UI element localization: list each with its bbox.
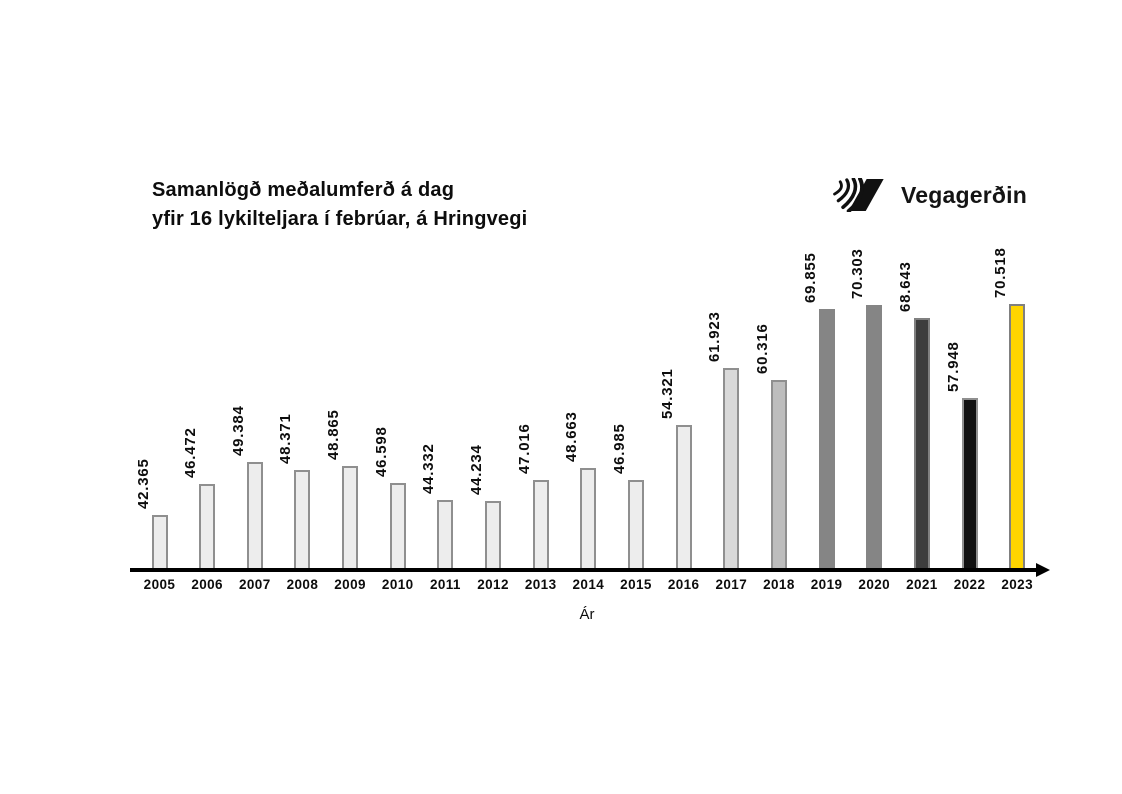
bar-value-label-2019: 69.855: [801, 252, 819, 303]
x-tick-label-2018: 2018: [763, 577, 795, 592]
bar-value-label-2013: 47.016: [515, 423, 533, 474]
x-tick-label-2013: 2013: [524, 577, 557, 592]
x-axis-line: [130, 568, 1038, 572]
x-axis-arrow-icon: [1036, 563, 1050, 577]
bar-2006: [199, 484, 216, 570]
bar-value-label-2020: 70.303: [849, 248, 867, 299]
x-tick-label-2007: 2007: [238, 577, 271, 592]
bar-value-label-2014: 48.663: [563, 411, 581, 462]
vegagerdin-logo: Vegagerðin: [830, 178, 1027, 212]
x-tick-label-2011: 2011: [429, 577, 461, 592]
bar-2020: [866, 305, 883, 570]
bar-value-label-2015: 46.985: [611, 423, 628, 474]
bar-2021: [913, 318, 930, 570]
bar-2005: [151, 515, 168, 570]
vegagerdin-logo-icon: [833, 178, 884, 212]
x-tick-label-2005: 2005: [143, 577, 176, 592]
x-tick-label-2008: 2008: [286, 577, 319, 592]
bar-value-label-2017: 61.923: [706, 311, 724, 362]
x-tick-label-2006: 2006: [191, 577, 223, 592]
bar-2016: [675, 425, 692, 570]
x-tick-label-2015: 2015: [620, 577, 652, 592]
bar-2015: [628, 480, 644, 570]
chart-title: Samanlögð meðalumferð á dag yfir 16 lyki…: [152, 176, 527, 234]
bar-value-label-2009: 48.865: [325, 409, 343, 460]
chart-title-line2: yfir 16 lykilteljara í febrúar, á Hringv…: [152, 208, 528, 230]
bar-2019: [818, 309, 835, 570]
bar-2014: [580, 468, 597, 570]
bar-value-label-2010: 46.598: [372, 426, 390, 477]
x-tick-label-2023: 2023: [1001, 577, 1033, 592]
bar-value-label-2022: 57.948: [944, 341, 962, 392]
bar-value-label-2018: 60.316: [753, 323, 771, 374]
bar-value-label-2008: 48.371: [277, 413, 295, 464]
x-tick-label-2020: 2020: [858, 577, 891, 592]
x-axis-label: Ár: [579, 606, 595, 623]
x-tick-label-2019: 2019: [810, 577, 843, 592]
bar-2023: [1009, 304, 1026, 570]
bar-value-label-2012: 44.234: [468, 444, 486, 495]
bar-value-label-2023: 70.518: [992, 247, 1010, 298]
bar-value-label-2016: 54.321: [658, 368, 676, 419]
x-tick-label-2017: 2017: [715, 577, 748, 592]
x-tick-label-2010: 2010: [381, 577, 414, 592]
bar-2007: [246, 462, 263, 570]
x-tick-label-2009: 2009: [334, 577, 366, 592]
x-tick-label-2014: 2014: [572, 577, 605, 592]
bar-2013: [532, 480, 549, 570]
bar-2018: [770, 380, 787, 570]
bar-value-label-2007: 49.384: [229, 405, 247, 456]
bar-2010: [389, 483, 406, 570]
bar-2017: [723, 368, 740, 570]
bar-value-label-2005: 42.365: [134, 458, 152, 509]
x-tick-label-2022: 2022: [953, 577, 986, 592]
bar-value-label-2006: 46.472: [182, 427, 200, 478]
x-tick-label-2016: 2016: [667, 577, 700, 592]
logo-text: Vegagerðin: [901, 181, 1027, 208]
bar-2008: [294, 470, 311, 570]
chart-title-line1: Samanlögð meðalumferð á dag: [152, 179, 455, 201]
bar-2022: [961, 398, 978, 570]
bar-2009: [342, 466, 359, 570]
x-tick-label-2012: 2012: [477, 577, 509, 592]
x-tick-label-2021: 2021: [906, 577, 938, 592]
bar-value-label-2021: 68.643: [896, 261, 914, 312]
bar-2012: [485, 501, 502, 570]
bar-value-label-2011: 44.332: [420, 443, 438, 494]
bar-2011: [437, 500, 454, 570]
